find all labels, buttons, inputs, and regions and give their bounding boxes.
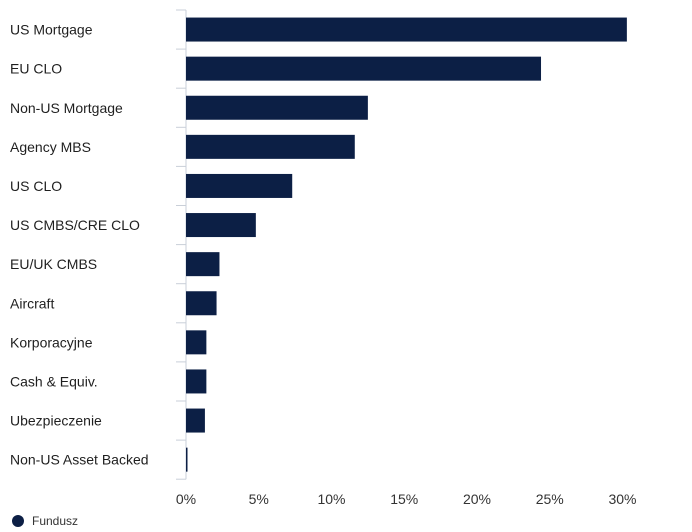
category-label: Cash & Equiv. xyxy=(10,373,98,389)
category-label: US Mortgage xyxy=(10,22,93,38)
category-label: Aircraft xyxy=(10,295,54,311)
category-label: EU CLO xyxy=(10,61,62,77)
bar xyxy=(186,252,220,277)
category-label: Ubezpieczenie xyxy=(10,413,102,429)
bar xyxy=(186,447,188,472)
category-label: Agency MBS xyxy=(10,139,91,155)
x-tick-label: 20% xyxy=(463,491,491,507)
category-label: Korporacyjne xyxy=(10,334,93,350)
x-tick-label: 0% xyxy=(176,491,196,507)
bar xyxy=(186,56,542,81)
category-label: EU/UK CMBS xyxy=(10,256,97,272)
category-label: Non-US Asset Backed xyxy=(10,452,149,468)
x-tick-label: 15% xyxy=(390,491,418,507)
x-tick-label: 5% xyxy=(249,491,269,507)
x-tick-label: 30% xyxy=(608,491,636,507)
bar xyxy=(186,173,293,198)
category-label: US CLO xyxy=(10,178,62,194)
category-label: US CMBS/CRE CLO xyxy=(10,217,140,233)
bar xyxy=(186,330,207,355)
legend: Fundusz xyxy=(12,512,78,530)
bar xyxy=(186,408,205,433)
legend-label: Fundusz xyxy=(32,514,79,528)
bar xyxy=(186,95,368,120)
category-label: Non-US Mortgage xyxy=(10,100,123,116)
bar xyxy=(186,213,256,238)
x-tick-label: 25% xyxy=(536,491,564,507)
legend-swatch xyxy=(12,515,24,527)
bar xyxy=(186,134,355,159)
bar xyxy=(186,291,217,316)
bar xyxy=(186,17,627,42)
bar xyxy=(186,369,207,394)
x-tick-label: 10% xyxy=(317,491,345,507)
